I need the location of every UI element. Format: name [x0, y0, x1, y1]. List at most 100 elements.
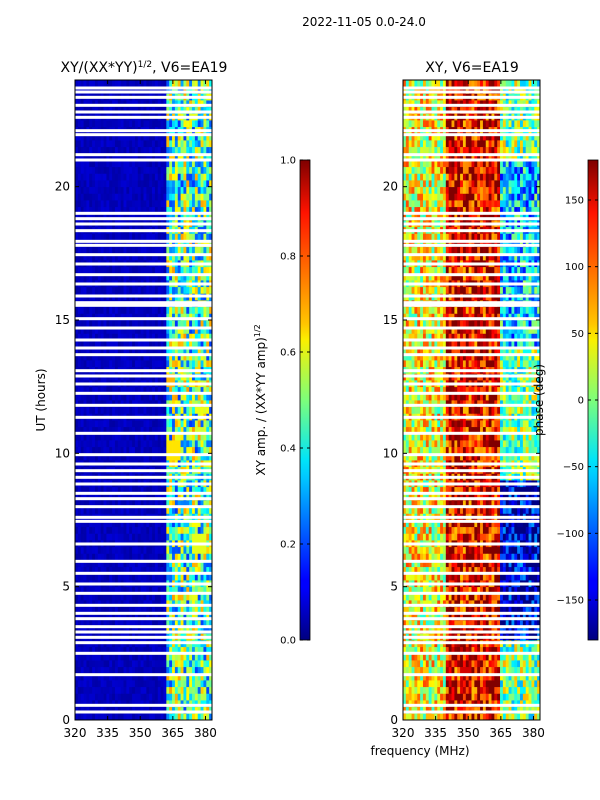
heatmap-cell	[166, 573, 170, 581]
heatmap-cell	[180, 140, 184, 148]
heatmap-cell	[86, 120, 90, 128]
heatmap-cell	[94, 266, 99, 274]
heatmap-cell	[106, 653, 110, 661]
heatmap-cell	[200, 426, 204, 434]
heatmap-cell	[106, 340, 110, 348]
heatmap-cell	[192, 666, 196, 674]
heatmap-cell	[209, 326, 213, 334]
heatmap-cell	[522, 686, 527, 694]
heatmap-cell	[120, 100, 124, 108]
heatmap-cell	[152, 400, 156, 408]
heatmap-cell	[140, 240, 144, 248]
heatmap-cell	[140, 620, 144, 628]
heatmap-cell	[206, 273, 210, 281]
y-tick-label: 20	[55, 180, 70, 194]
heatmap-cell	[86, 180, 90, 188]
heatmap-cell	[172, 653, 176, 661]
heatmap-cell	[194, 593, 199, 601]
heatmap-cell	[117, 213, 122, 221]
heatmap-cell	[132, 426, 136, 434]
heatmap-cell	[106, 320, 110, 328]
heatmap-cell	[457, 693, 461, 701]
heatmap-cell	[206, 180, 210, 188]
heatmap-cell	[177, 206, 181, 214]
heatmap-cell	[89, 153, 93, 161]
heatmap-cell	[77, 606, 82, 614]
heatmap-cell	[502, 713, 507, 721]
heatmap-cell	[146, 626, 150, 634]
heatmap-cell	[109, 446, 113, 454]
heatmap-cell	[172, 453, 176, 461]
heatmap-cell	[166, 653, 170, 661]
heatmap-cell	[405, 680, 410, 688]
heatmap-cell	[174, 653, 179, 661]
heatmap-cell	[474, 686, 478, 694]
heatmap-cell	[129, 700, 133, 708]
heatmap-cell	[200, 266, 204, 274]
heatmap-cell	[203, 680, 207, 688]
heatmap-cell	[137, 140, 142, 148]
heatmap-cell	[109, 346, 113, 354]
heatmap-cell	[112, 173, 116, 181]
heatmap-cell	[157, 526, 162, 534]
heatmap-cell	[152, 313, 156, 321]
data-gap	[75, 282, 212, 286]
heatmap-cell	[117, 566, 122, 574]
heatmap-cell	[129, 286, 133, 294]
heatmap-cell	[186, 200, 190, 208]
heatmap-cell	[408, 700, 412, 708]
heatmap-cell	[203, 520, 207, 528]
heatmap-cell	[120, 346, 124, 354]
heatmap-cell	[154, 386, 159, 394]
heatmap-cell	[174, 166, 179, 174]
heatmap-cell	[106, 393, 110, 401]
heatmap-cell	[89, 106, 93, 114]
heatmap-cell	[154, 533, 159, 541]
heatmap-cell	[146, 606, 150, 614]
heatmap-cell	[83, 506, 87, 514]
heatmap-cell	[160, 246, 164, 254]
heatmap-cell	[77, 160, 82, 168]
heatmap-cell	[94, 320, 99, 328]
heatmap-cell	[75, 186, 79, 194]
heatmap-cell	[77, 706, 82, 714]
heatmap-cell	[189, 446, 193, 454]
heatmap-cell	[169, 560, 173, 568]
amplitude-colorbar-label-sup: 1/2	[253, 324, 262, 337]
heatmap-cell	[109, 713, 113, 721]
heatmap-cell	[97, 533, 102, 541]
heatmap-cell	[146, 240, 150, 248]
heatmap-cell	[405, 686, 410, 694]
heatmap-cell	[100, 400, 104, 408]
heatmap-cell	[109, 400, 113, 408]
heatmap-cell	[194, 393, 199, 401]
heatmap-cell	[160, 566, 164, 574]
heatmap-cell	[103, 246, 107, 254]
heatmap-cell	[172, 673, 176, 681]
heatmap-cell	[117, 440, 122, 448]
heatmap-cell	[180, 666, 184, 674]
heatmap-cell	[200, 420, 204, 428]
heatmap-cell	[80, 160, 84, 168]
heatmap-cell	[120, 420, 124, 428]
heatmap-cell	[192, 426, 196, 434]
data-gap	[75, 217, 212, 221]
heatmap-cell	[126, 553, 130, 561]
heatmap-cell	[186, 606, 190, 614]
heatmap-cell	[126, 400, 130, 408]
heatmap-cell	[209, 146, 213, 154]
heatmap-cell	[200, 646, 204, 654]
heatmap-cell	[206, 593, 210, 601]
heatmap-cell	[209, 660, 213, 668]
heatmap-cell	[152, 493, 156, 501]
heatmap-cell	[177, 700, 181, 708]
heatmap-cell	[106, 560, 110, 568]
heatmap-cell	[97, 386, 102, 394]
heatmap-cell	[112, 213, 116, 221]
heatmap-cell	[75, 206, 79, 214]
heatmap-cell	[203, 693, 207, 701]
heatmap-cell	[183, 660, 187, 668]
heatmap-cell	[77, 360, 82, 368]
heatmap-cell	[448, 700, 452, 708]
heatmap-cell	[186, 213, 190, 221]
